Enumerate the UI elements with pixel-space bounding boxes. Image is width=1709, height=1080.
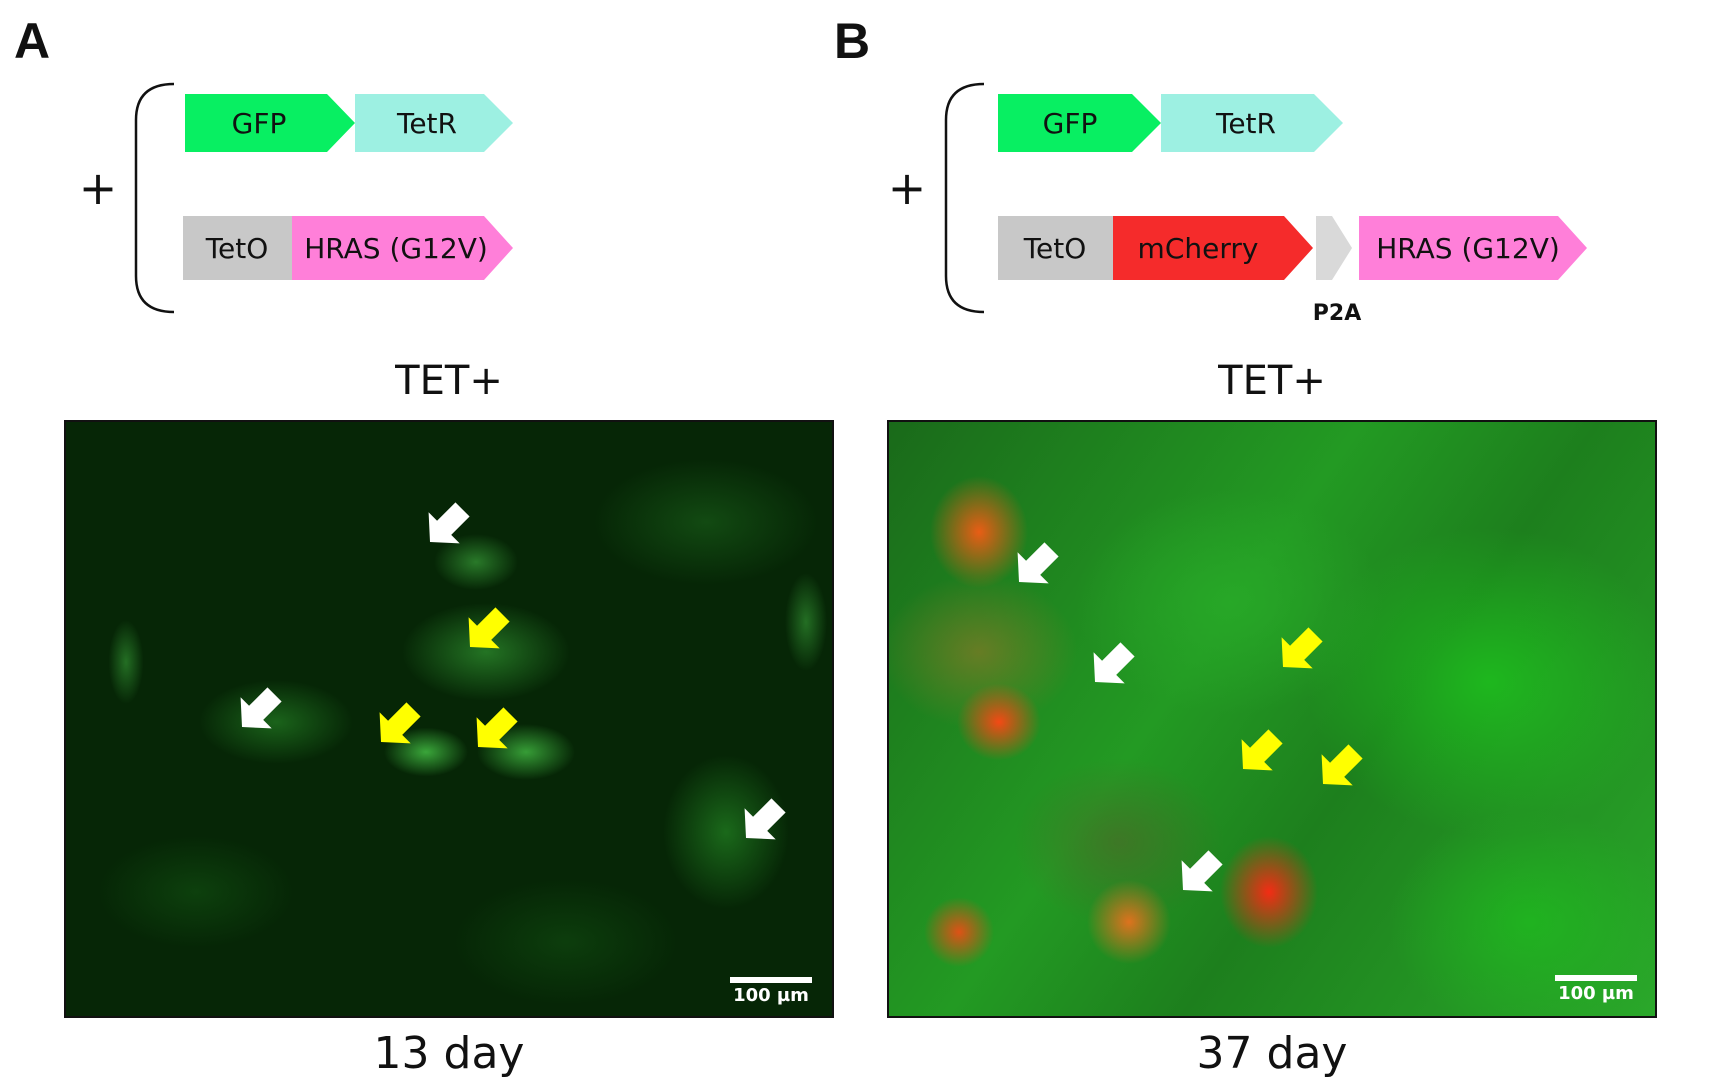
panel-a-yellow-arrow-1 [454, 598, 519, 663]
panel-b-p2a-label: P2A [1313, 301, 1361, 326]
panel-a-brace [134, 82, 175, 314]
panel-a-plus-sign: + [79, 161, 118, 215]
panel-a-micrograph: 100 µm [64, 420, 834, 1018]
panel-b-tetr-arrow [1161, 94, 1343, 152]
panel-b-yellow-arrow-1 [1267, 618, 1332, 683]
panel-a-scale-bar: 100 µm [730, 977, 812, 1006]
panel-a-yellow-arrow-2 [365, 693, 430, 758]
panel-a-condition-label: TET+ [395, 358, 503, 404]
panel-a-teto-label: TetO [205, 232, 269, 265]
panel-b-micrograph: 100 µm [887, 420, 1657, 1018]
panel-a-white-arrow-1 [414, 493, 479, 558]
panel-b-white-arrow-2 [1079, 633, 1144, 698]
panel-b-teto-box [998, 216, 1113, 280]
panel-b-white-arrow-1 [1003, 533, 1068, 598]
panel-a-hras-arrow [292, 216, 513, 280]
panel-b-gfp-arrow [998, 94, 1161, 152]
panel-a-tetr-arrow [355, 94, 513, 152]
panel-b-hras-arrow [1359, 216, 1587, 280]
panel-b-brace [944, 82, 985, 314]
panel-b-tetr-label: TetR [1215, 107, 1276, 140]
panel-b-condition-label: TET+ [1218, 358, 1326, 404]
panel-b-day-label: 37 day [1196, 1028, 1348, 1079]
panel-b-construct-diagram: + GFP TetR TetO mCherry P2A HRAS (G12V) [888, 82, 1587, 326]
panel-a-gfp-arrow [185, 94, 355, 152]
panel-a-day-label: 13 day [373, 1028, 525, 1079]
panel-a-white-arrow-2 [226, 678, 291, 743]
panel-b-letter: B [834, 13, 871, 69]
panel-b-arrow-markers [1003, 533, 1372, 906]
panel-b-scale-bar-label: 100 µm [1558, 983, 1634, 1004]
panel-b-yellow-arrow-3 [1307, 735, 1372, 800]
panel-a-teto-box [183, 216, 292, 280]
panel-b-plus-sign: + [888, 161, 927, 215]
panel-b-p2a-arrow [1316, 216, 1352, 280]
panel-a-scale-bar-label: 100 µm [733, 985, 809, 1006]
panel-b-scale-bar-line [1555, 975, 1637, 981]
panel-a-hras-label: HRAS (G12V) [304, 232, 488, 265]
panel-b-mcherry-label: mCherry [1138, 232, 1259, 265]
panel-b-gfp-label: GFP [1043, 107, 1098, 140]
panel-b-teto-label: TetO [1023, 232, 1087, 265]
panel-b-mcherry-arrow [1113, 216, 1313, 280]
panel-b-yellow-arrow-2 [1227, 720, 1292, 785]
panel-a-letter: A [14, 13, 51, 69]
panel-b-hras-label: HRAS (G12V) [1376, 232, 1560, 265]
panel-a-scale-bar-line [730, 977, 812, 983]
panel-a-arrow-markers [226, 493, 795, 854]
panel-a-construct-diagram: + GFP TetR TetO HRAS (G12V) [79, 82, 513, 314]
panel-a-tetr-label: TetR [396, 107, 457, 140]
panel-b-scale-bar: 100 µm [1555, 975, 1637, 1004]
panel-a-white-arrow-3 [730, 789, 795, 854]
panel-a-gfp-label: GFP [232, 107, 287, 140]
panel-b-white-arrow-3 [1167, 841, 1232, 906]
panel-a-yellow-arrow-3 [462, 698, 527, 763]
